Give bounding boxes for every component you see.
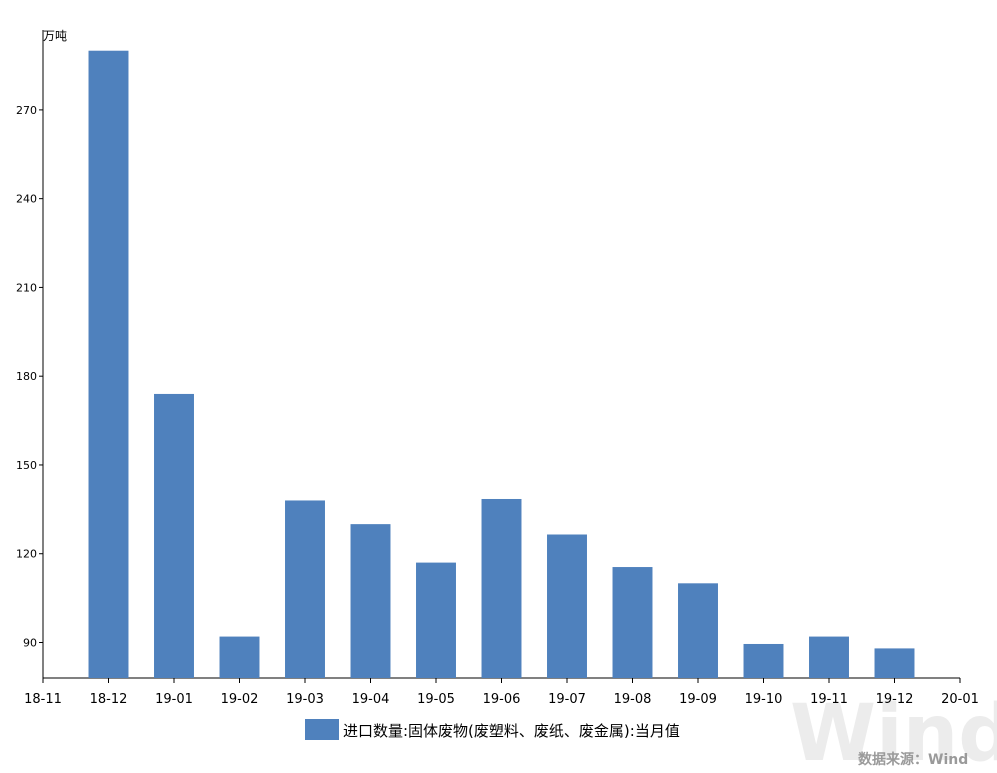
y-tick-label: 120 xyxy=(16,548,37,561)
x-tick-label: 19-05 xyxy=(417,692,455,707)
bar-19-02[interactable] xyxy=(219,636,260,678)
y-tick-label: 180 xyxy=(16,370,37,383)
x-tick-label: 20-01 xyxy=(941,692,979,707)
legend[interactable]: 进口数量:固体废物(废塑料、废纸、废金属):当月值 xyxy=(305,719,680,740)
bar-19-04[interactable] xyxy=(350,524,391,678)
y-tick-label: 90 xyxy=(23,636,37,649)
source-note: 数据来源：Wind xyxy=(858,751,968,768)
bar-19-11[interactable] xyxy=(809,636,849,678)
x-tick-label: 18-11 xyxy=(24,692,62,707)
watermark: Wind xyxy=(790,689,997,769)
bar-19-05[interactable] xyxy=(416,562,456,678)
x-tick-label: 19-09 xyxy=(679,692,717,707)
bar-18-12[interactable] xyxy=(88,50,129,678)
x-tick-label: 19-04 xyxy=(352,692,390,707)
x-tick-label: 19-06 xyxy=(483,692,521,707)
bar-19-06[interactable] xyxy=(481,498,522,678)
bar-19-03[interactable] xyxy=(285,500,325,678)
legend-label: 进口数量:固体废物(废塑料、废纸、废金属):当月值 xyxy=(343,722,680,740)
x-tick-label: 18-12 xyxy=(90,692,128,707)
y-tick-label: 150 xyxy=(16,459,37,472)
bar-19-09[interactable] xyxy=(678,583,718,678)
bar-19-07[interactable] xyxy=(547,534,587,678)
y-tick-label: 270 xyxy=(16,104,37,117)
x-tick-label: 19-02 xyxy=(221,692,259,707)
bar-19-01[interactable] xyxy=(154,393,194,678)
x-tick-label: 19-07 xyxy=(548,692,586,707)
x-tick-label: 19-12 xyxy=(876,692,914,707)
y-tick-label: 240 xyxy=(16,193,37,206)
bar-19-12[interactable] xyxy=(874,648,915,678)
bar-19-08[interactable] xyxy=(612,567,653,678)
axes: 90 120 150 180 210 240 270 18-11 18-12 19-01 19-02… xyxy=(16,30,979,707)
x-tick-label: 19-01 xyxy=(155,692,193,707)
y-axis-unit-label: 万吨 xyxy=(43,29,67,43)
legend-swatch xyxy=(305,719,339,740)
y-tick-label: 210 xyxy=(16,281,37,294)
x-tick-label: 19-03 xyxy=(286,692,324,707)
x-tick-label: 19-10 xyxy=(745,692,783,707)
x-tick-label: 19-11 xyxy=(810,692,848,707)
x-tick-label: 19-08 xyxy=(614,692,652,707)
bars xyxy=(88,50,915,678)
bar-19-10[interactable] xyxy=(743,643,784,678)
